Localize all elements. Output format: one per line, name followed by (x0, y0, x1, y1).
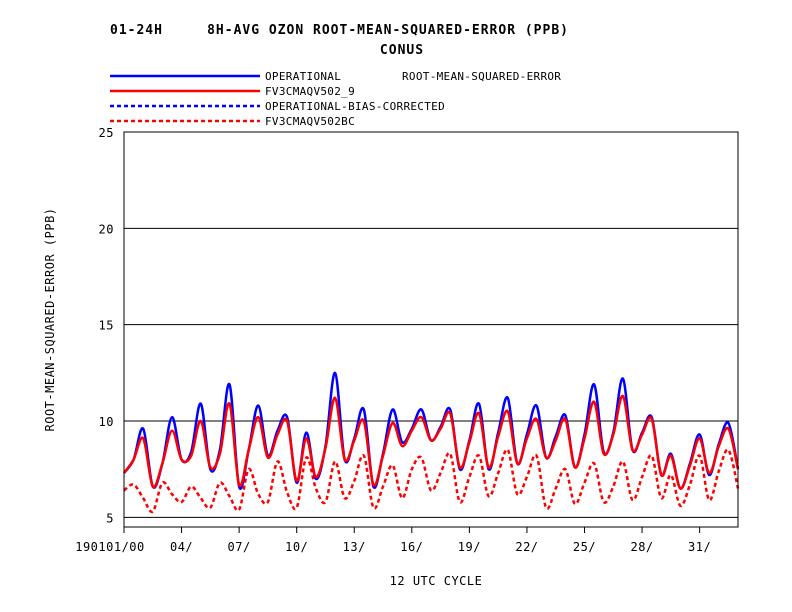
legend: OPERATIONAL FV3CMAQV502_9 OPERATIONAL-BIAS… (110, 70, 445, 128)
x-tick-label: 10/ (285, 540, 308, 554)
series-layer (122, 371, 740, 514)
series-line-0 (122, 371, 740, 490)
grid-lines (124, 131, 738, 518)
x-axis-label: 12 UTC CYCLE (390, 574, 483, 588)
chart-subtitle: CONUS (380, 43, 424, 58)
legend-label: OPERATIONAL (265, 70, 341, 83)
series-line-1 (122, 394, 740, 490)
x-tick-label: 19/ (458, 540, 481, 554)
x-tick-label: 28/ (630, 540, 653, 554)
series-line-3 (123, 448, 740, 514)
y-tick-label: 20 (99, 222, 114, 236)
x-tick-label: 31/ (688, 540, 711, 554)
x-tick-label: 22/ (515, 540, 538, 554)
x-tick-label: 13/ (343, 540, 366, 554)
x-tick-label: 07/ (228, 540, 251, 554)
plot-frame (123, 131, 739, 528)
legend-label: FV3CMAQV502_9 (265, 85, 355, 98)
x-axis-ticks: 190101/00 04/07/10/13/16/19/22/25/28/31/ (75, 527, 711, 554)
y-tick-label: 25 (99, 126, 114, 140)
x-tick-label: 16/ (400, 540, 423, 554)
x-tick-label: 190101/00 (75, 540, 145, 554)
y-tick-label: 10 (99, 415, 114, 429)
y-axis-ticks: 5 10 15 20 25 (99, 126, 114, 525)
legend-label: FV3CMAQV502BC (265, 115, 355, 128)
legend-label: OPERATIONAL-BIAS-CORRECTED (265, 100, 445, 113)
y-tick-label: 15 (99, 319, 114, 333)
chart-title: 01-24H 8H-AVG OZON ROOT-MEAN-SQUARED-ERR… (110, 23, 569, 38)
legend-note: ROOT-MEAN-SQUARED-ERROR (402, 70, 561, 83)
x-tick-label: 25/ (573, 540, 596, 554)
y-axis-label: ROOT-MEAN-SQUARED-ERROR (PPB) (43, 207, 57, 431)
y-tick-label: 5 (106, 511, 114, 525)
x-tick-label: 04/ (170, 540, 193, 554)
